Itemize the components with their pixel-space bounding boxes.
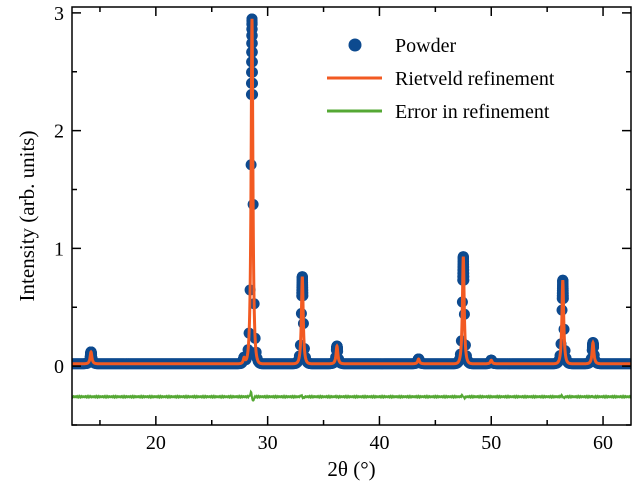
plot-frame [71,6,632,426]
x-tick-label: 60 [593,432,613,454]
x-tick-label: 30 [258,432,278,454]
x-tick-label: 40 [369,432,389,454]
error-series [72,389,631,402]
x-tick-label: 20 [146,432,166,454]
powder-series [72,13,631,370]
error-line [72,389,631,402]
y-tick-label: 0 [54,356,64,378]
y-tick-label: 2 [54,121,64,143]
x-tick-label: 50 [481,432,501,454]
y-axis-label: Intensity (arb. units) [15,131,39,302]
rietveld-series [72,18,631,366]
legend-error-label: Error in refinement [395,101,550,123]
legend: Powder Rietveld refinement Error in refi… [327,35,555,123]
y-tick-label: 3 [54,3,64,25]
y-axis-ticks: 0 1 2 3 [54,3,631,426]
y-tick-label: 1 [54,238,64,260]
rietveld-line [72,18,631,366]
legend-powder-label: Powder [395,35,456,57]
legend-rietveld-label: Rietveld refinement [395,68,555,90]
x-axis-label: 2θ (°) [327,457,375,481]
legend-powder-marker [348,38,362,52]
x-axis-ticks: 20 30 40 50 60 [99,7,613,454]
